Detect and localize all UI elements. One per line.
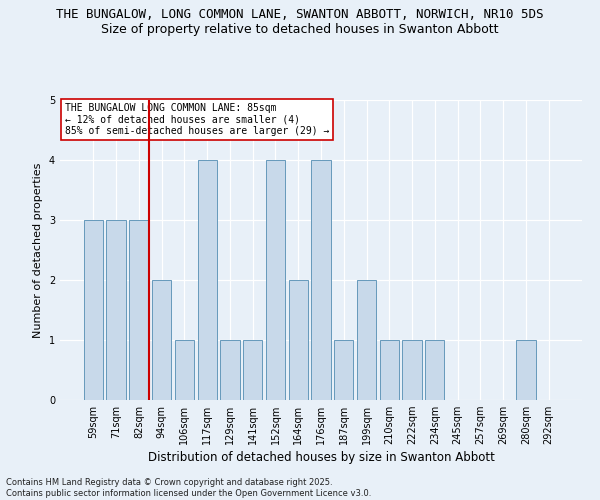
Bar — [357, 280, 376, 400]
Text: Contains HM Land Registry data © Crown copyright and database right 2025.
Contai: Contains HM Land Registry data © Crown c… — [6, 478, 371, 498]
Bar — [380, 340, 399, 400]
Bar — [516, 340, 536, 400]
Bar — [289, 280, 308, 400]
Text: THE BUNGALOW, LONG COMMON LANE, SWANTON ABBOTT, NORWICH, NR10 5DS: THE BUNGALOW, LONG COMMON LANE, SWANTON … — [56, 8, 544, 20]
Bar — [334, 340, 353, 400]
X-axis label: Distribution of detached houses by size in Swanton Abbott: Distribution of detached houses by size … — [148, 452, 494, 464]
Bar — [311, 160, 331, 400]
Bar — [243, 340, 262, 400]
Text: Size of property relative to detached houses in Swanton Abbott: Size of property relative to detached ho… — [101, 22, 499, 36]
Bar — [152, 280, 172, 400]
Bar — [84, 220, 103, 400]
Bar — [266, 160, 285, 400]
Bar — [106, 220, 126, 400]
Bar — [175, 340, 194, 400]
Bar — [425, 340, 445, 400]
Y-axis label: Number of detached properties: Number of detached properties — [34, 162, 43, 338]
Bar — [403, 340, 422, 400]
Bar — [129, 220, 149, 400]
Text: THE BUNGALOW LONG COMMON LANE: 85sqm
← 12% of detached houses are smaller (4)
85: THE BUNGALOW LONG COMMON LANE: 85sqm ← 1… — [65, 103, 329, 136]
Bar — [197, 160, 217, 400]
Bar — [220, 340, 239, 400]
